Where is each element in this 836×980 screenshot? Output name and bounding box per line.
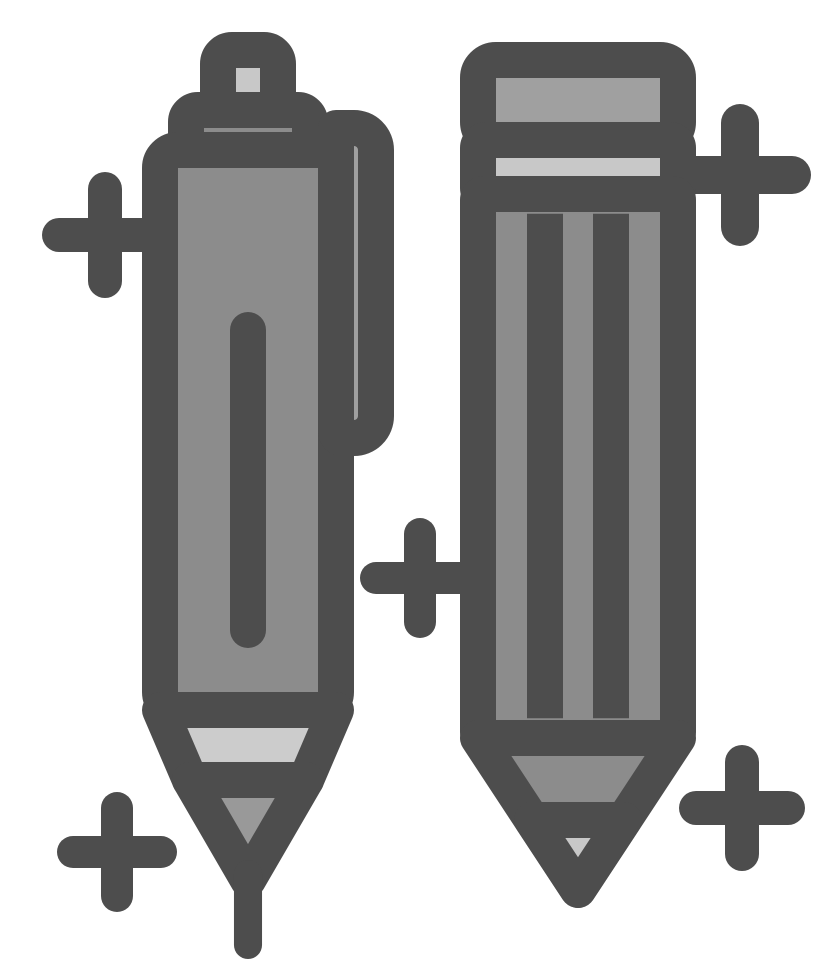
sparkle-icon xyxy=(688,123,792,227)
pen-icon xyxy=(160,50,376,945)
pen-pencil-icon xyxy=(0,0,836,980)
sparkle-icon xyxy=(696,762,788,854)
sparkle-icon xyxy=(376,534,464,622)
pencil-icon xyxy=(478,60,678,890)
sparkle-icon xyxy=(73,808,161,896)
sparkle-icon xyxy=(59,189,151,281)
